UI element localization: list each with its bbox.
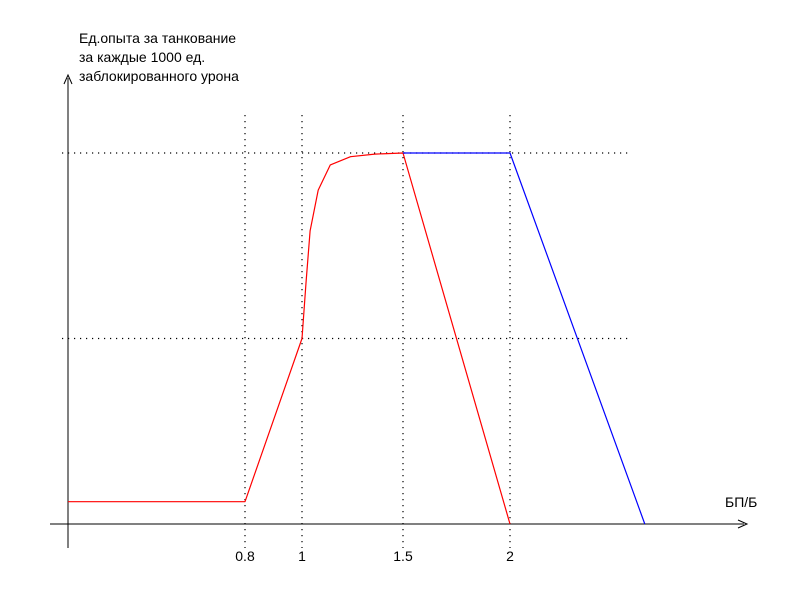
series-line-1	[68, 152, 511, 525]
x-axis-label: БП/Б	[725, 494, 757, 510]
x-tick-label: 1	[298, 548, 306, 564]
x-tick-label: 2	[506, 548, 514, 564]
y-axis-label-line: за каждые 1000 ед.	[79, 49, 206, 65]
grid	[62, 115, 632, 548]
x-tick-labels: 0.8 1 1.5 2	[235, 548, 514, 564]
x-tick-label: 0.8	[235, 548, 255, 564]
y-axis-label-line: Ед.опыта за танкование	[79, 30, 237, 46]
y-axis-label-line: заблокированного урона	[79, 68, 239, 84]
series-line-2	[403, 152, 646, 525]
x-axis-arrow	[737, 519, 749, 529]
y-axis-arrow	[63, 73, 73, 85]
x-tick-label: 1.5	[393, 548, 413, 564]
series-group	[68, 152, 646, 525]
y-axis-label: Ед.опыта за танкование за каждые 1000 ед…	[79, 29, 239, 86]
